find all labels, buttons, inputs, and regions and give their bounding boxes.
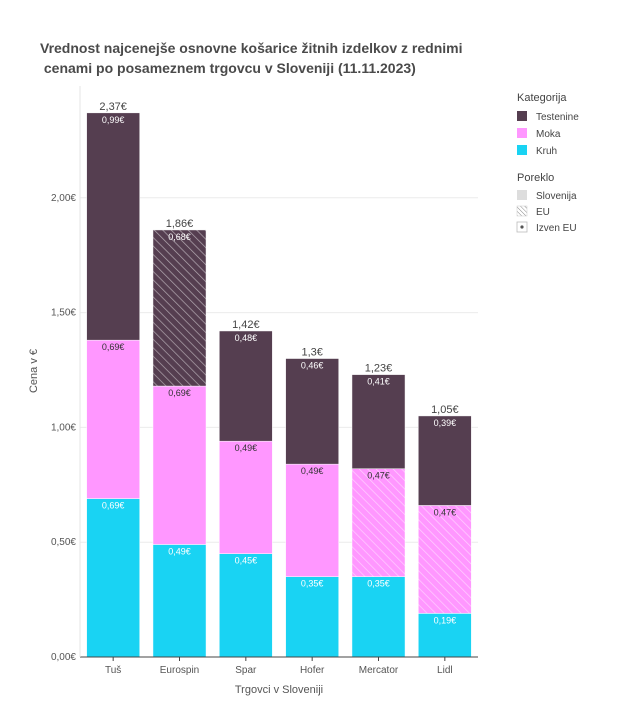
data-label-moka-eurospin: 0,69€ — [168, 388, 191, 398]
bar-kruh-hofer — [285, 576, 339, 658]
chart-title-line2: cenami po posameznem trgovcu v Sloveniji… — [40, 60, 416, 76]
data-label-kruh-eurospin: 0,49€ — [168, 546, 191, 556]
bar-moka-spar — [219, 440, 273, 554]
bar-kruh-lidl — [418, 613, 472, 658]
bar-moka-hofer — [285, 463, 339, 577]
y-tick-label: 0,00€ — [51, 652, 76, 663]
legend-item-testenine: Testenine — [536, 112, 579, 123]
legend-category-title: Kategorija — [517, 92, 567, 104]
x-tick-label-tus: Tuš — [105, 665, 121, 676]
total-label-lidl: 1,05€ — [431, 404, 459, 416]
bar-labels: 0,69€ 0,69€ 0,99€ 2,37€ 0,49€ 0,69€ 0,68€ 1,86€… — [99, 101, 458, 626]
bar-kruh-mercator — [351, 576, 406, 658]
data-label-moka-spar: 0,49€ — [235, 443, 258, 453]
y-tick-label: 1,50€ — [51, 308, 76, 319]
bar-moka-eurospin — [152, 385, 207, 545]
data-label-testenine-lidl: 0,39€ — [434, 418, 457, 428]
data-label-kruh-hofer: 0,35€ — [301, 579, 324, 589]
bars — [86, 112, 472, 658]
bar-kruh-tus — [86, 498, 140, 658]
gridlines — [80, 197, 478, 543]
data-label-moka-tus: 0,69€ — [102, 342, 125, 352]
data-label-moka-mercator: 0,47€ — [367, 471, 390, 481]
bar-testenine-hofer — [285, 358, 339, 465]
legend-item-moka: Moka — [536, 129, 561, 140]
legend-swatch-kruh — [517, 145, 527, 155]
y-tick-label: 0,50€ — [51, 537, 76, 548]
x-tick-label-hofer: Hofer — [300, 665, 325, 676]
bar-testenine-mercator — [351, 374, 406, 469]
total-label-hofer: 1,3€ — [301, 347, 322, 359]
total-label-mercator: 1,23€ — [365, 363, 393, 375]
data-label-testenine-eurospin: 0,68€ — [168, 232, 191, 242]
data-label-testenine-tus: 0,99€ — [102, 115, 125, 125]
bar-moka-tus — [86, 339, 140, 499]
data-label-kruh-lidl: 0,19€ — [434, 615, 457, 625]
bar-testenine-tus — [86, 112, 140, 341]
data-label-testenine-mercator: 0,41€ — [367, 377, 390, 387]
data-label-kruh-tus: 0,69€ — [102, 501, 125, 511]
data-label-moka-lidl: 0,47€ — [434, 507, 457, 517]
x-axis-title: Trgovci v Sloveniji — [235, 684, 323, 696]
total-label-tus: 2,37€ — [99, 101, 127, 113]
legend-swatch-izven-eu-dot — [520, 225, 524, 229]
total-label-spar: 1,42€ — [232, 319, 260, 331]
data-label-moka-hofer: 0,49€ — [301, 466, 324, 476]
legend: Kategorija Testenine Moka Kruh Poreklo S… — [516, 92, 579, 234]
legend-item-izven-eu: Izven EU — [536, 223, 577, 234]
legend-swatch-slovenija — [517, 190, 527, 200]
bar-hatch-moka-lidl — [418, 505, 472, 614]
bar-testenine-lidl — [418, 415, 472, 506]
legend-origin-title: Poreklo — [517, 172, 554, 184]
x-tick-label-eurospin: Eurospin — [160, 665, 199, 676]
chart-title-line1: Vrednost najcenejše osnovne košarice žit… — [40, 40, 462, 56]
x-axis-ticks: Tuš Eurospin Spar Hofer Mercator Lidl — [105, 657, 453, 676]
data-label-kruh-mercator: 0,35€ — [367, 579, 390, 589]
bar-kruh-eurospin — [152, 544, 207, 658]
legend-item-slovenija: Slovenija — [536, 191, 577, 202]
y-axis-title: Cena v € — [28, 349, 40, 393]
y-tick-label: 1,00€ — [51, 422, 76, 433]
y-tick-label: 2,00€ — [51, 193, 76, 204]
bar-hatch-testenine-eurospin — [152, 229, 207, 387]
bar-hatch-moka-mercator — [351, 468, 406, 577]
data-label-testenine-spar: 0,48€ — [235, 333, 258, 343]
legend-swatch-testenine — [517, 111, 527, 121]
bar-kruh-spar — [219, 553, 273, 658]
legend-swatch-eu — [516, 205, 528, 217]
x-tick-label-spar: Spar — [235, 665, 257, 676]
legend-item-kruh: Kruh — [536, 146, 557, 157]
legend-item-eu: EU — [536, 207, 550, 218]
legend-swatch-moka — [517, 128, 527, 138]
data-label-kruh-spar: 0,45€ — [235, 556, 258, 566]
data-label-testenine-hofer: 0,46€ — [301, 361, 324, 371]
total-label-eurospin: 1,86€ — [166, 218, 194, 230]
y-axis-ticks: 0,00€ 0,50€ 1,00€ 1,50€ 2,00€ — [51, 193, 76, 663]
bar-testenine-spar — [219, 330, 273, 442]
x-tick-label-mercator: Mercator — [359, 665, 399, 676]
x-tick-label-lidl: Lidl — [437, 665, 453, 676]
